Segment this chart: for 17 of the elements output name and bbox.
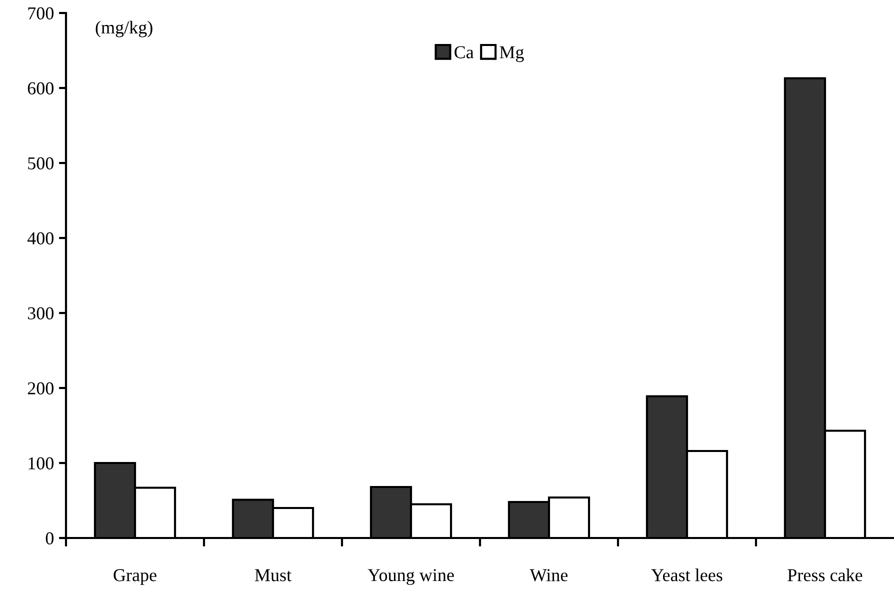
y-tick-label: 600 xyxy=(28,82,54,94)
legend-label: Mg xyxy=(500,46,524,62)
x-tick-label: Press cake xyxy=(788,568,862,582)
y-tick-label: 400 xyxy=(27,232,54,244)
x-tick-label: Grape xyxy=(114,569,156,585)
y-tick-label: 300 xyxy=(28,307,54,320)
legend-label: Ca xyxy=(454,46,474,58)
x-tick-label: Young wine xyxy=(368,569,454,585)
x-tick-label: Yeast lees xyxy=(651,568,722,582)
y-axis-title: (mg/kg) xyxy=(96,20,152,38)
x-tick-label: Wine xyxy=(530,569,568,582)
y-tick-label: 500 xyxy=(28,157,54,170)
x-tick-label: Must xyxy=(254,569,292,582)
y-tick-label: 700 xyxy=(28,7,54,20)
y-tick-label: 100 xyxy=(28,457,54,470)
y-tick-label: 0 xyxy=(46,532,54,544)
y-tick-label: 200 xyxy=(28,382,54,394)
